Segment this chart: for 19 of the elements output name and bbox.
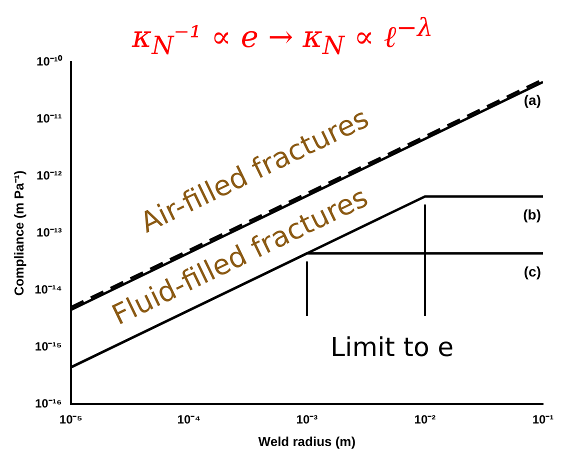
y-tick-label: 10⁻¹¹ <box>36 111 62 126</box>
y-tick-label: 10⁻¹³ <box>36 225 62 240</box>
chart-title: κ$_{N}$⁻¹ ∝ e → κ$_{N}$ ∝ ℓ$^{−λ}$ <box>130 12 434 60</box>
series-label: (b) <box>523 206 541 222</box>
x-tick-label: 10⁻¹ <box>532 412 554 427</box>
y-tick-label: 10⁻¹⁰ <box>36 54 63 69</box>
y-tick-label: 10⁻¹⁴ <box>34 282 62 296</box>
y-tick-label: 10⁻¹⁵ <box>34 339 62 354</box>
x-tick-label: 10⁻⁴ <box>177 412 201 427</box>
y-axis-title: Compliance (m Pa⁻¹) <box>11 170 26 296</box>
annotation: Limit to e <box>330 333 454 364</box>
x-tick-label: 10⁻² <box>414 412 436 427</box>
series-label: (a) <box>524 92 541 108</box>
x-tick-label: 10⁻⁵ <box>59 412 82 427</box>
y-tick-label: 10⁻¹² <box>36 168 62 182</box>
y-tick-label: 10⁻¹⁶ <box>35 396 62 410</box>
x-tick-label: 10⁻³ <box>296 412 318 427</box>
series-label: (c) <box>524 263 541 280</box>
x-axis-title: Weld radius (m) <box>258 434 356 449</box>
